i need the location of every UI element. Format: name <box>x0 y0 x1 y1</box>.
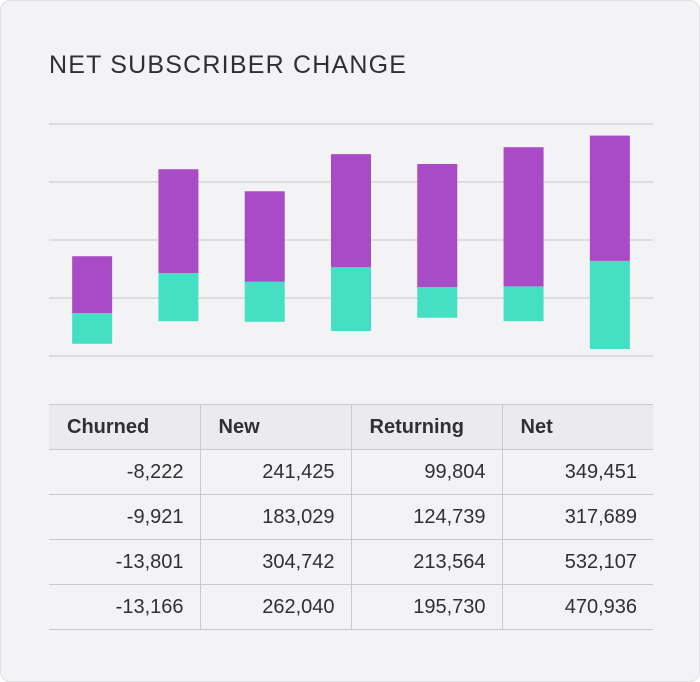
bar-segment <box>244 281 285 322</box>
header-row: Churned New Returning Net <box>49 404 653 450</box>
bar-segment <box>503 286 544 322</box>
table-cell: 213,564 <box>350 539 502 585</box>
table-row: -8,222 241,425 99,804 349,451 <box>49 449 653 495</box>
bar-segment <box>158 273 199 322</box>
bar-segment <box>589 135 630 261</box>
table-cell: 241,425 <box>199 449 351 495</box>
bar-segment <box>244 191 285 282</box>
chart-title: NET SUBSCRIBER CHANGE <box>49 51 408 79</box>
table-row: -9,921 183,029 124,739 317,689 <box>49 494 653 540</box>
bar-segment <box>417 164 458 287</box>
bar-segment <box>72 313 113 344</box>
bar-segment <box>503 147 544 287</box>
bar-segment <box>331 267 371 332</box>
bar-segment <box>417 286 458 318</box>
table-cell: -9,921 <box>49 494 200 540</box>
bar-segment <box>589 260 630 350</box>
column-header: New <box>199 404 351 450</box>
chart <box>49 123 653 357</box>
data-table: Churned New Returning Net -8,222 241,425 99,8… <box>49 404 653 630</box>
table-row: -13,166 262,040 195,730 470,936 <box>49 584 653 630</box>
table-cell: -13,166 <box>49 584 200 630</box>
column-header: Net <box>501 404 653 450</box>
bar-segment <box>158 169 199 274</box>
table-cell: 304,742 <box>199 539 351 585</box>
bar-segment <box>331 154 371 268</box>
table-cell: 124,739 <box>350 494 502 540</box>
table-cell: 195,730 <box>350 584 502 630</box>
table-cell: 183,029 <box>199 494 351 540</box>
table-cell: -8,222 <box>49 449 200 495</box>
table-row: -13,801 304,742 213,564 532,107 <box>49 539 653 585</box>
table-cell: 532,107 <box>501 539 653 585</box>
table-cell: 470,936 <box>501 584 653 630</box>
table-cell: 262,040 <box>199 584 351 630</box>
table-cell: 349,451 <box>501 449 653 495</box>
bar-segment <box>72 256 113 314</box>
table-cell: 99,804 <box>350 449 502 495</box>
table-cell: 317,689 <box>501 494 653 540</box>
column-header: Churned <box>49 404 200 450</box>
table-cell: -13,801 <box>49 539 200 585</box>
column-header: Returning <box>350 404 502 450</box>
table-body: -8,222 241,425 99,804 349,451 -9,921 183,029 1… <box>49 449 653 630</box>
